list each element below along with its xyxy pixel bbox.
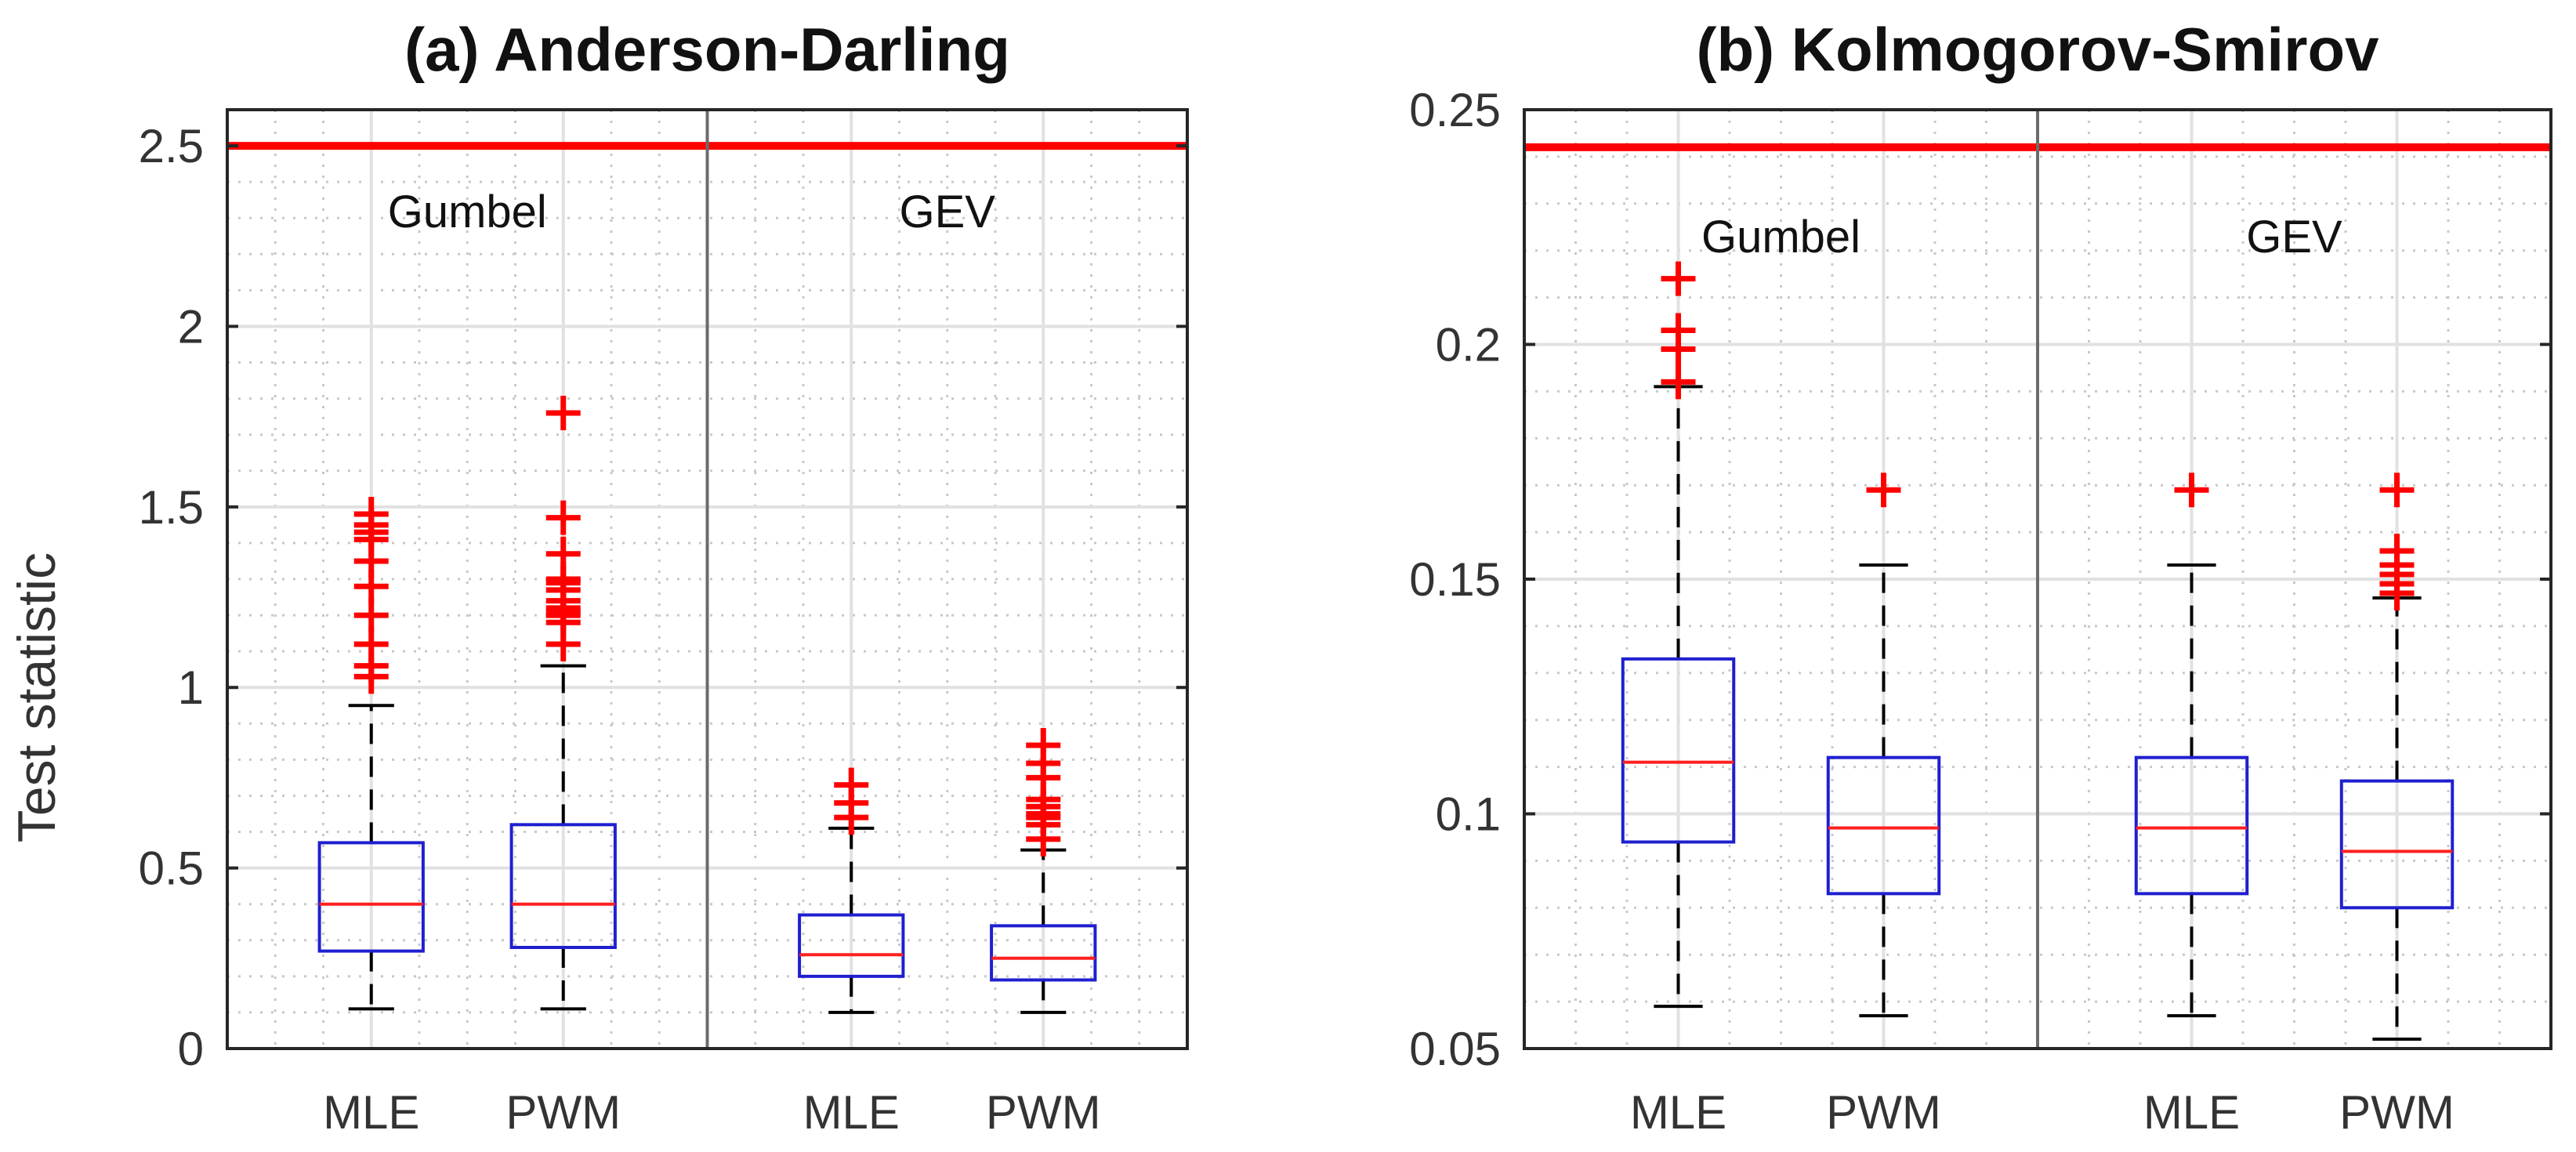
y-tick-label: 2.5 (139, 120, 204, 172)
y-tick-label: 1.5 (139, 481, 204, 534)
iqr-box (317, 841, 425, 953)
axes-frame (226, 108, 1189, 1050)
outlier-marker (353, 626, 389, 661)
chart-panel-1: Gumbel MLE PWM GEV MLE PWM 0 0.5 1 1.5 2 2.5 (a) And… (139, 15, 1189, 1139)
box-gev-pwm (2339, 473, 2455, 1042)
outlier-marker (834, 767, 869, 802)
group-label: Gumbel (1701, 212, 1860, 263)
chart-title: (b) Kolmogorov-Smirov (1697, 15, 2380, 84)
outlier-marker (1661, 313, 1696, 348)
y-tick-label: 0.25 (1409, 84, 1501, 136)
iqr-box (2134, 755, 2249, 896)
iqr-box (2339, 779, 2455, 910)
box-gumbel-pwm (509, 396, 617, 1011)
outlier-marker (2379, 473, 2415, 508)
box-gumbel-mle (1621, 261, 1736, 1009)
iqr-box (1621, 657, 1736, 844)
outlier-marker (1661, 364, 1696, 400)
box-gumbel-mle (317, 497, 425, 1011)
x-tick-label: PWM (986, 1086, 1101, 1139)
y-tick-label: 0.15 (1409, 553, 1501, 606)
x-tick-label: PWM (1826, 1086, 1941, 1139)
iqr-box (1826, 755, 1941, 896)
x-tick-label: MLE (2143, 1086, 2240, 1139)
outlier-marker (1866, 473, 1901, 508)
outlier-marker (2379, 534, 2415, 569)
outlier-marker (1026, 727, 1061, 763)
outlier-marker (545, 396, 581, 431)
group-label: GEV (2246, 212, 2342, 263)
y-tick-label: 1 (178, 661, 204, 714)
outlier-marker (353, 497, 389, 532)
group-label: Gumbel (388, 187, 547, 237)
box-gev-mle (798, 767, 905, 1014)
outlier-marker (1661, 261, 1696, 296)
x-tick-label: MLE (1630, 1086, 1726, 1139)
x-tick-label: MLE (323, 1086, 419, 1139)
outlier-marker (545, 500, 581, 535)
box-gumbel-pwm (1826, 473, 1941, 1018)
chart-panel-2: Gumbel MLE PWM GEV MLE PWM 0.05 0.1 0.15 0.2 0.25 (… (1409, 15, 2552, 1139)
y-tick-label: 0.2 (1436, 319, 1501, 371)
group-label: GEV (900, 187, 996, 237)
outlier-marker (545, 536, 581, 571)
iqr-box (990, 924, 1097, 982)
x-tick-label: MLE (803, 1086, 900, 1139)
y-axis-label: Test statistic (7, 552, 67, 842)
y-tick-label: 2 (178, 300, 204, 353)
y-tick-label: 0.1 (1436, 788, 1501, 841)
iqr-box (509, 823, 617, 949)
y-tick-label: 0 (178, 1023, 204, 1075)
box-gev-pwm (990, 727, 1097, 1014)
outlier-marker (353, 598, 389, 633)
y-tick-label: 0.05 (1409, 1023, 1501, 1075)
x-tick-label: PWM (505, 1086, 621, 1139)
box-gev-mle (2134, 473, 2249, 1018)
chart-title: (a) Anderson-Darling (404, 15, 1010, 84)
x-tick-label: PWM (2339, 1086, 2455, 1139)
outlier-marker (2174, 473, 2209, 508)
iqr-box (798, 913, 905, 978)
y-tick-label: 0.5 (139, 842, 204, 895)
